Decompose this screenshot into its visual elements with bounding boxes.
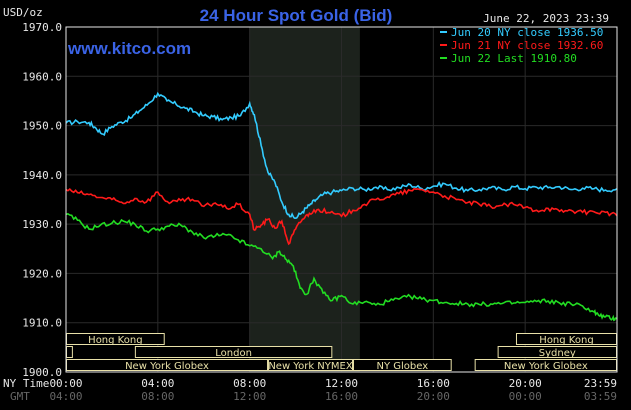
session-box (352, 359, 452, 371)
x-tick-label-ny: 20:00 (509, 377, 542, 390)
plot-frame (65, 26, 618, 373)
session-label: NY Globex (377, 361, 429, 372)
x-tick-label-gmt: 12:00 (233, 390, 266, 403)
session-box (134, 346, 333, 358)
session-bar: Sydney (497, 346, 617, 359)
y-unit-label: USD/oz (3, 6, 43, 19)
session-bar: New York Globex (66, 359, 269, 372)
nymex-highlight-band (249, 27, 360, 372)
session-label: Sydney (539, 348, 576, 359)
x-tick-label-ny: 00:00 (49, 377, 82, 390)
session-bar: London (134, 346, 333, 359)
x-tick-label-gmt: 03:59 (584, 390, 617, 403)
session-bar: New York NYMEX (268, 359, 353, 372)
legend-entry: Jun 21 NY close 1932.60 (451, 39, 603, 52)
series-line-1 (65, 91, 618, 220)
session-bar: New York Globex (474, 359, 617, 372)
x-tick-label-ny: 23:59 (584, 377, 617, 390)
legend-entry: Jun 20 NY close 1936.50 (451, 26, 603, 39)
x-tick-label-gmt: 04:00 (49, 390, 82, 403)
series-line-2 (65, 187, 618, 246)
website-label[interactable]: www.kitco.com (67, 39, 191, 58)
y-tick-label: 1940.0 (22, 169, 62, 182)
x-label-ny: NY Time (3, 377, 49, 390)
chart-title: 24 Hour Spot Gold (Bid) (200, 6, 393, 25)
session-label: Hong Kong (539, 335, 593, 346)
x-label-gmt: GMT (10, 390, 30, 403)
session-label: New York Globex (504, 361, 588, 372)
session-label: New York Globex (125, 361, 209, 372)
timestamp: June 22, 2023 23:39 (483, 12, 609, 25)
session-bar: NY Globex (352, 359, 452, 372)
y-tick-label: 1960.0 (22, 70, 62, 83)
y-tick-label: 1970.0 (22, 21, 62, 34)
x-tick-label-ny: 16:00 (417, 377, 450, 390)
x-tick-label-gmt: 16:00 (325, 390, 358, 403)
x-tick-label-ny: 04:00 (141, 377, 174, 390)
y-tick-label: 1920.0 (22, 267, 62, 280)
y-tick-label: 1930.0 (22, 218, 62, 231)
x-tick-label-ny: 08:00 (233, 377, 266, 390)
session-label: New York NYMEX (268, 361, 353, 372)
legend-entry: Jun 22 Last 1910.80 (451, 52, 577, 65)
session-bar (66, 346, 73, 358)
x-tick-label-ny: 12:00 (325, 377, 358, 390)
y-tick-label: 1900.0 (22, 366, 62, 379)
session-bar: Hong Kong (515, 333, 618, 346)
x-tick-label-gmt: 20:00 (417, 390, 450, 403)
session-label: London (215, 348, 252, 359)
y-tick-label: 1950.0 (22, 120, 62, 133)
x-tick-label-gmt: 00:00 (509, 390, 542, 403)
session-box (268, 359, 353, 371)
series-line-3 (65, 212, 618, 322)
session-bar: Hong Kong (66, 333, 165, 346)
y-tick-label: 1910.0 (22, 317, 62, 330)
session-label: Hong Kong (88, 335, 142, 346)
x-tick-label-gmt: 08:00 (141, 390, 174, 403)
session-box (66, 346, 73, 358)
